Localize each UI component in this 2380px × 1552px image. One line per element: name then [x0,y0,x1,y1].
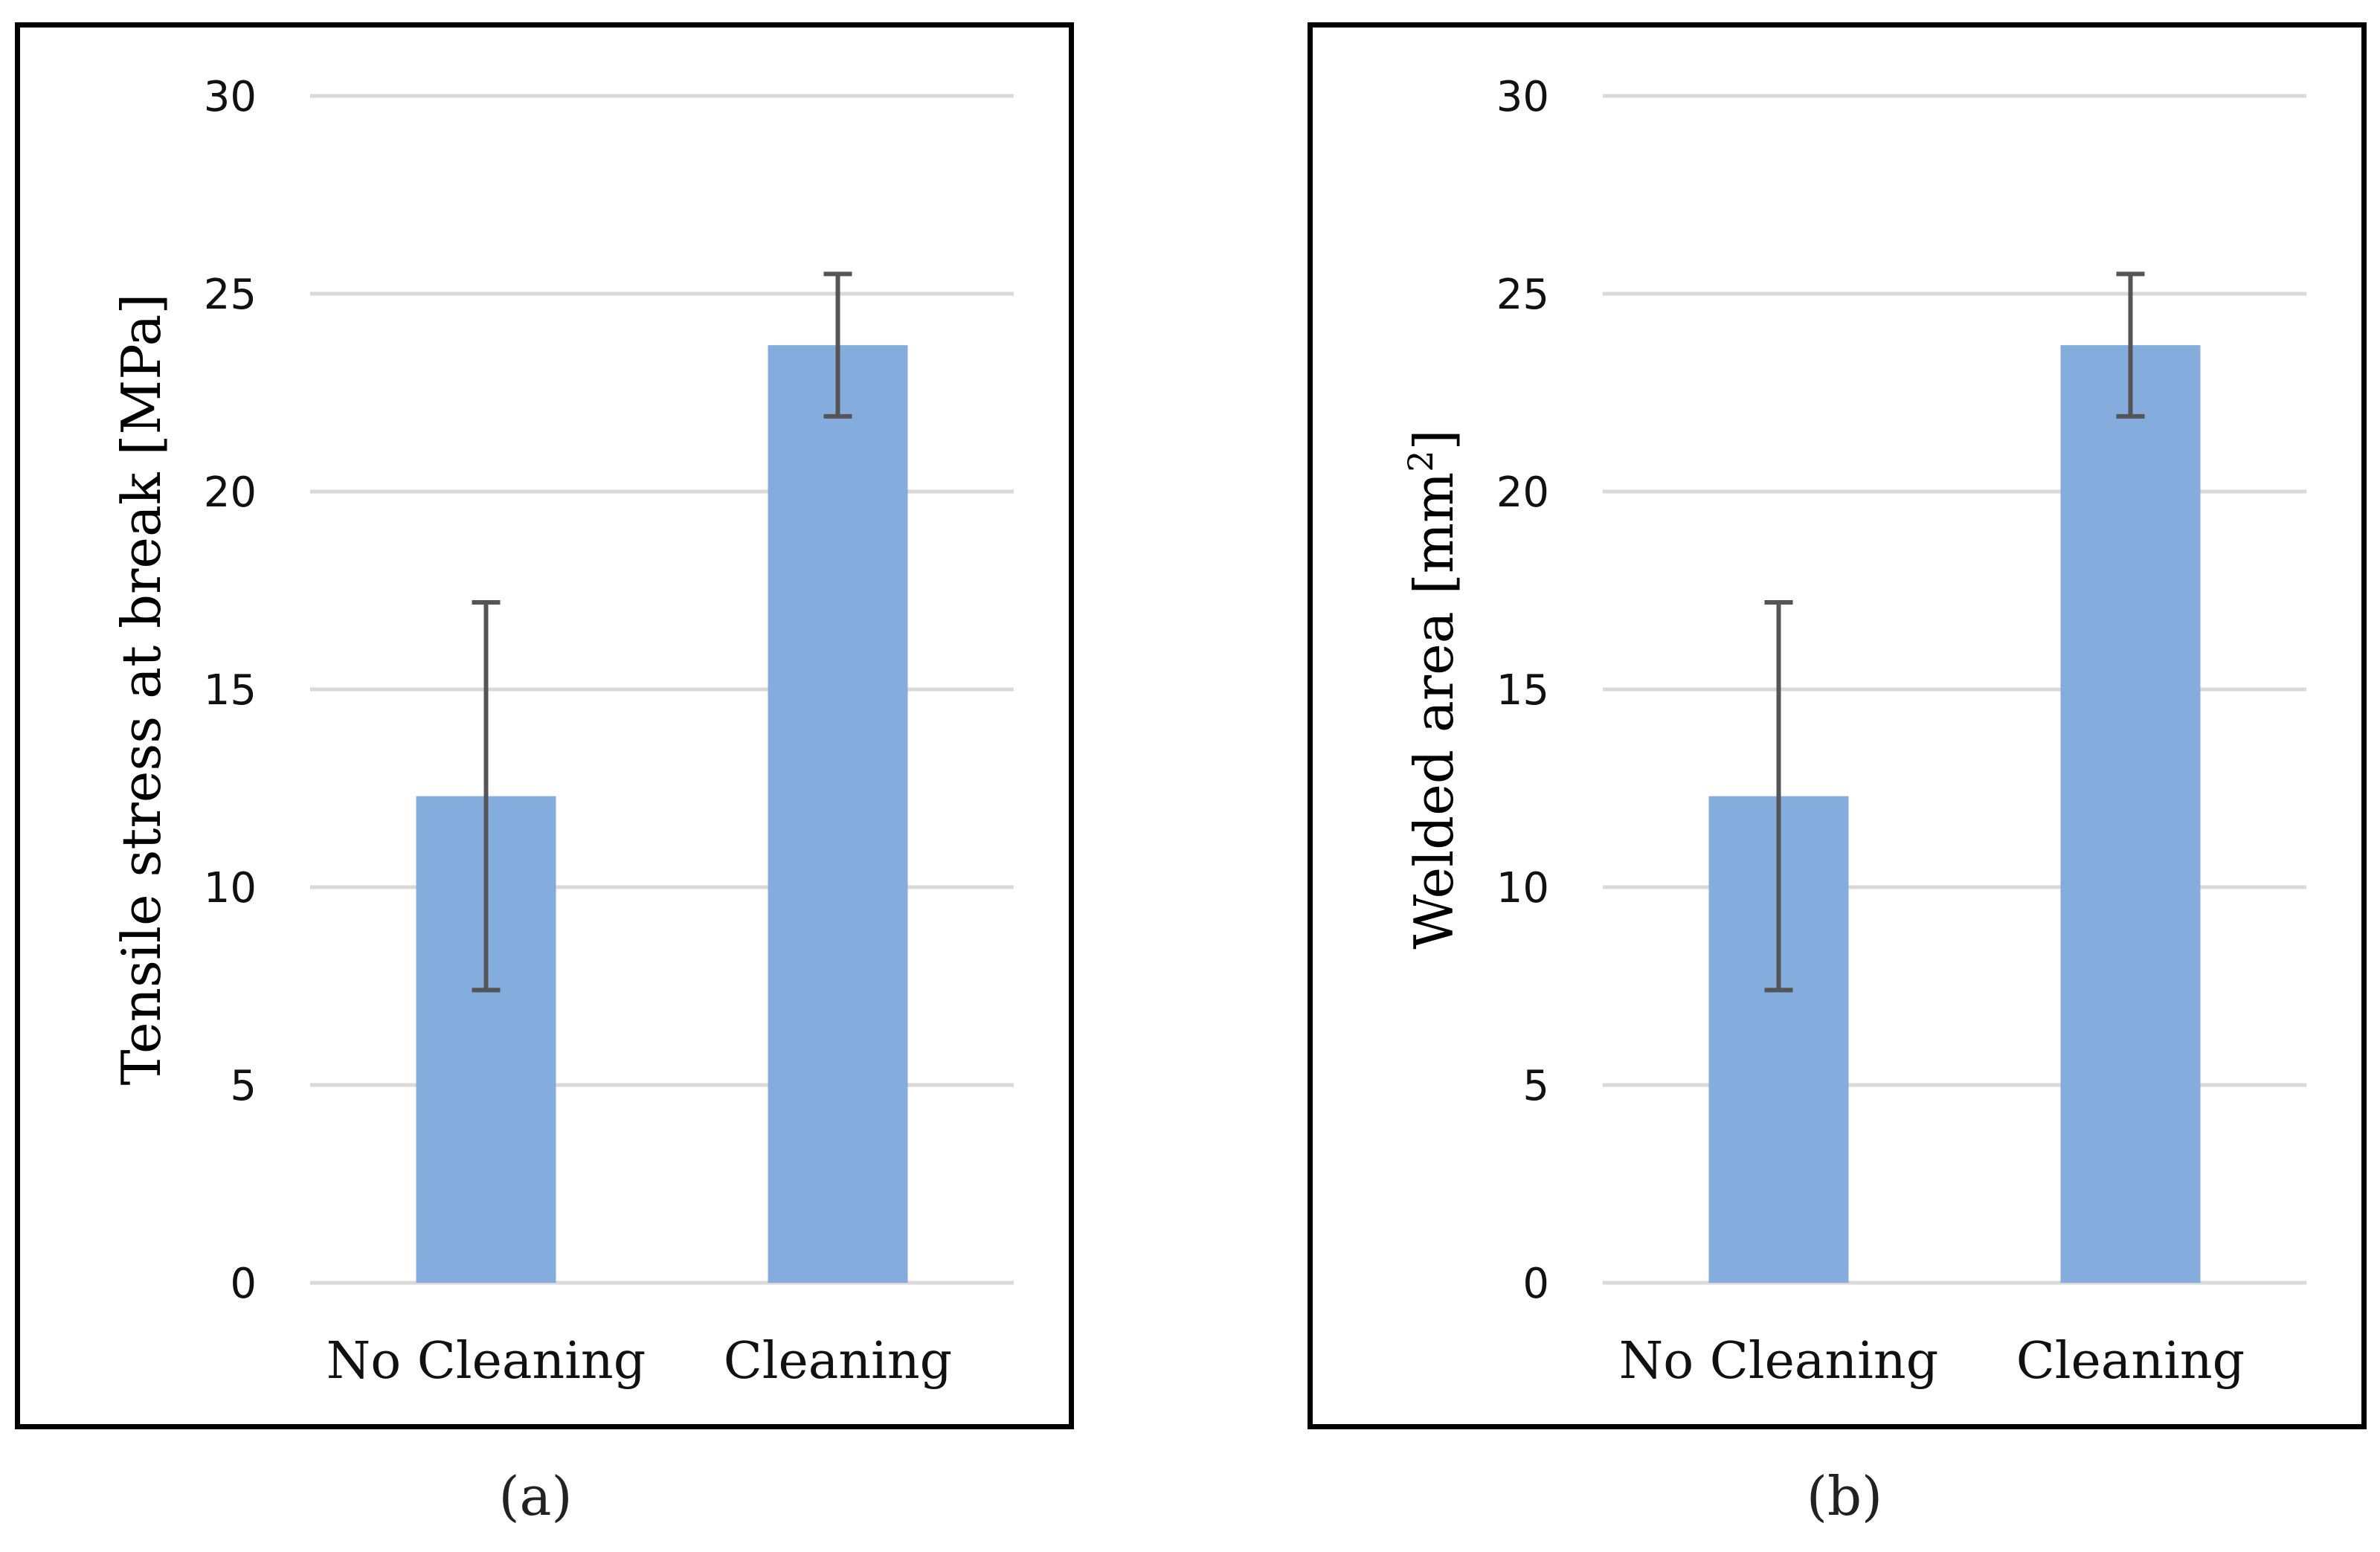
y-tick-label: 30 [1496,73,1549,121]
chart-b-categories: No Cleaning Cleaning [1619,1332,2245,1391]
chart-a-yticks: 0 5 10 15 20 25 30 [204,73,257,1308]
y-tick-label: 10 [204,864,257,912]
chart-a-ylabel: Tensile stress at break [MPa] [110,294,173,1086]
y-tick-label: 30 [204,73,257,121]
x-category-label: Cleaning [724,1332,952,1391]
y-tick-label: 15 [1496,666,1549,715]
y-tick-label: 15 [204,666,257,715]
bar [2060,345,2201,1283]
x-category-label: No Cleaning [327,1332,646,1391]
y-tick-label: 0 [230,1260,257,1308]
chart-a-svg: 0 5 10 15 20 25 30 No Cleaning Cleaning Tensile… [110,73,1014,1391]
chart-a-categories: No Cleaning Cleaning [327,1332,952,1391]
y-tick-label: 20 [1496,469,1549,517]
chart-b-svg: 0 5 10 15 20 25 30 No Cleaning Cleaning Welded … [1400,73,2306,1391]
panel-label-b: (b) [1806,1465,1883,1527]
y-tick-label: 25 [204,271,257,319]
chart-b-ylabel: Welded area [mm2] [1400,429,1465,949]
chart-panel-a: 0 5 10 15 20 25 30 No Cleaning Cleaning Tensile… [15,22,1074,1429]
x-category-label: No Cleaning [1619,1332,1938,1391]
y-tick-label: 25 [1496,271,1549,319]
chart-b-error-bars [1764,271,2145,993]
chart-b-yticks: 0 5 10 15 20 25 30 [1496,73,1549,1308]
chart-b-gridlines [1603,94,2306,1285]
x-category-label: Cleaning [2016,1332,2245,1391]
chart-a-error-bars [472,271,852,993]
y-tick-label: 10 [1496,864,1549,912]
chart-b-bars [1708,345,2201,1283]
chart-a-gridlines [310,94,1014,1285]
bar [768,345,908,1283]
y-tick-label: 5 [230,1062,257,1110]
panel-label-a: (a) [498,1465,573,1527]
chart-a-bars [416,345,908,1283]
y-tick-label: 0 [1522,1260,1549,1308]
chart-panel-b: 0 5 10 15 20 25 30 No Cleaning Cleaning Welded … [1308,22,2367,1429]
y-tick-label: 20 [204,469,257,517]
y-tick-label: 5 [1522,1062,1549,1110]
ylabel-superscript: 2 [1400,450,1441,471]
